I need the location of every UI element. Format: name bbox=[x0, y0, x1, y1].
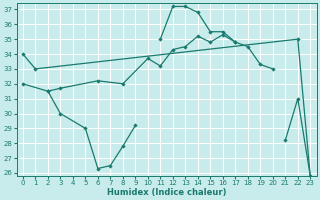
X-axis label: Humidex (Indice chaleur): Humidex (Indice chaleur) bbox=[107, 188, 226, 197]
